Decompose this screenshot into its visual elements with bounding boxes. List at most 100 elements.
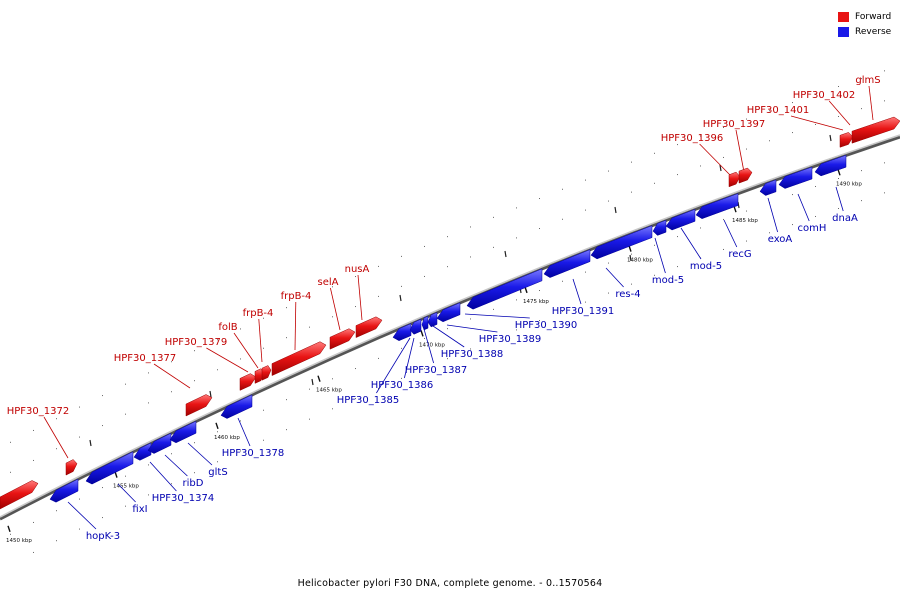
- legend-reverse-label: Reverse: [855, 26, 892, 37]
- grid-dot: [171, 361, 172, 363]
- forward-gene-label: HPF30_1372: [7, 406, 69, 417]
- grid-dot: [631, 191, 632, 193]
- grid-dot: [102, 425, 103, 427]
- grid-dot: [815, 215, 816, 217]
- grid-dot: [286, 337, 287, 339]
- legend-reverse: Reverse: [838, 24, 891, 39]
- reverse-label-leader: [464, 313, 530, 319]
- reverse-gene-ribd[interactable]: [147, 432, 172, 454]
- grid-dot: [10, 533, 11, 535]
- forward-gene-hpf30-1377[interactable]: [185, 394, 213, 417]
- reverse-gene-label: ribD: [183, 478, 204, 489]
- reverse-gene-hpf30-1388[interactable]: [427, 312, 438, 328]
- grid-dot: [884, 192, 885, 194]
- grid-dot: [677, 266, 678, 268]
- grid-dot: [562, 310, 563, 312]
- forward-gene-label: HPF30_1377: [114, 353, 176, 364]
- reverse-gene-label: comH: [798, 223, 827, 234]
- reverse-gene-label: hopK-3: [86, 531, 120, 542]
- reverse-label-leader: [149, 461, 177, 492]
- grid-dot: [79, 436, 80, 438]
- reverse-gene-recg[interactable]: [695, 193, 739, 219]
- reverse-gene-label: HPF30_1390: [515, 320, 577, 331]
- grid-dot: [125, 505, 126, 507]
- grid-dot: [401, 347, 402, 349]
- axis-ticks: 1450 kbp 1455 kbp 1460 kbp 1465 kbp 1470 kbp…: [6, 169, 862, 544]
- reverse-gene-glts[interactable]: [169, 420, 197, 444]
- forward-gene-label: HPF30_1401: [747, 105, 809, 116]
- grid-dot: [217, 339, 218, 341]
- grid-dot: [700, 165, 701, 167]
- forward-gene-hpf30-1401[interactable]: [839, 132, 854, 148]
- forward-gene-partial-left[interactable]: [0, 480, 39, 510]
- grid-dot: [263, 317, 264, 319]
- forward-gene-sela[interactable]: [329, 328, 356, 350]
- gene-labels: HPF30_1372 HPF30_1377 HPF30_1379 folB frpB-4…: [7, 75, 881, 542]
- grid-dot: [171, 391, 172, 393]
- grid-dot: [125, 383, 126, 385]
- reverse-gene-comh[interactable]: [778, 166, 813, 189]
- reverse-gene-hpf30-1385[interactable]: [392, 323, 412, 341]
- grid-dot: [608, 262, 609, 264]
- reverse-gene-hpf30-1378[interactable]: [220, 394, 253, 419]
- grid-dot: [332, 316, 333, 318]
- gene-label-leaders: [43, 85, 874, 530]
- forward-gene-frpb-4b[interactable]: [271, 341, 327, 376]
- grid-dot: [631, 253, 632, 255]
- reverse-label-leader: [835, 186, 844, 212]
- axis-tick: [7, 525, 11, 533]
- grid-dot: [700, 135, 701, 137]
- grid-dot: [769, 232, 770, 234]
- grid-dot: [539, 290, 540, 292]
- reverse-gene-mod-5b[interactable]: [665, 208, 696, 231]
- forward-label-leader: [790, 115, 844, 131]
- reverse-gene-label: recG: [728, 249, 751, 260]
- grid-dot: [861, 200, 862, 202]
- reverse-gene-exoa[interactable]: [759, 179, 777, 196]
- grid-dot: [148, 464, 149, 466]
- grid-dot: [355, 276, 356, 278]
- reverse-gene-hpf30-1389[interactable]: [436, 302, 461, 323]
- reverse-gene-hpf30-1387[interactable]: [421, 315, 429, 331]
- forward-gene-hpf30-1396[interactable]: [728, 171, 741, 188]
- forward-gene-hpf30-1397[interactable]: [738, 167, 753, 184]
- reverse-gene-mod-5a[interactable]: [652, 219, 667, 236]
- grid-dot: [631, 161, 632, 163]
- forward-gene-label: HPF30_1396: [661, 133, 723, 144]
- forward-gene-frpb-4a[interactable]: [261, 365, 272, 381]
- reverse-label-leader: [237, 417, 251, 447]
- grid-dot: [746, 240, 747, 242]
- forward-swatch: [838, 11, 849, 22]
- axis-tick-label: 1460 kbp: [214, 435, 240, 441]
- reverse-gene-hpf30-1391[interactable]: [543, 249, 591, 278]
- reverse-gene-dnaa[interactable]: [814, 154, 847, 177]
- reverse-gene-fixi[interactable]: [85, 451, 134, 485]
- grid-dot: [355, 368, 356, 370]
- reverse-gene-hpf30-1374[interactable]: [133, 442, 152, 461]
- forward-gene-label: frpB-4: [243, 308, 274, 319]
- reverse-gene-hopk-3[interactable]: [49, 478, 79, 503]
- forward-gene-hpf30-1372[interactable]: [65, 459, 78, 476]
- grid-dot: [240, 450, 241, 452]
- forward-gene-glms[interactable]: [851, 116, 900, 144]
- grid-dot: [677, 236, 678, 238]
- grid-dot: [286, 429, 287, 431]
- grid-dot: [79, 498, 80, 500]
- grid-dot: [240, 328, 241, 330]
- reverse-label-leader: [723, 219, 738, 248]
- axis-dash: [209, 390, 212, 398]
- grid-dot: [56, 540, 57, 542]
- forward-label-leader: [735, 129, 745, 173]
- forward-gene-hpf30-1379[interactable]: [239, 373, 257, 391]
- forward-gene-nusa[interactable]: [355, 316, 383, 338]
- reverse-gene-hpf30-1386[interactable]: [409, 318, 422, 335]
- grid-dot: [102, 395, 103, 397]
- reverse-gene-hpf30-1390[interactable]: [466, 268, 543, 310]
- reverse-gene-res-4[interactable]: [590, 225, 653, 260]
- grid-dot: [608, 200, 609, 202]
- grid-dot: [401, 377, 402, 379]
- grid-dot: [654, 244, 655, 246]
- grid-dot: [102, 517, 103, 519]
- grid-dot: [654, 182, 655, 184]
